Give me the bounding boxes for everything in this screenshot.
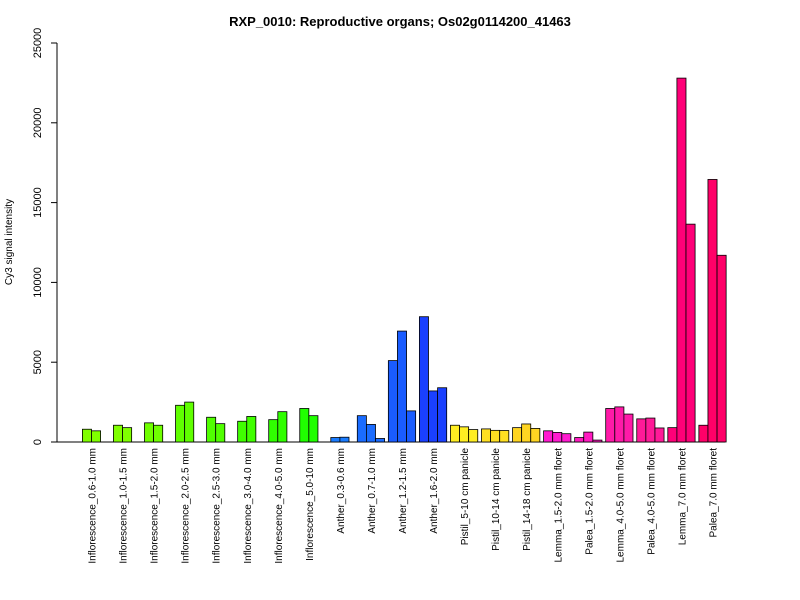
bar	[552, 432, 563, 443]
x-tick-label: Inflorescence_1.5-2.0 mm	[150, 448, 161, 564]
bar	[268, 419, 279, 443]
bar	[397, 330, 407, 443]
bar	[654, 427, 665, 443]
bar	[459, 426, 470, 443]
x-tick-label: Lemma_7.0 mm floret	[677, 448, 688, 545]
x-tick-label: Lemma_1.5-2.0 mm floret	[553, 448, 564, 563]
bar	[246, 416, 257, 443]
bar	[574, 437, 585, 443]
x-tick-label: Inflorescence_2.0-2.5 mm	[181, 448, 192, 564]
x-tick-label: Anther_0.7-1.0 mm	[367, 448, 378, 534]
bar	[645, 417, 656, 443]
x-tick-label: Inflorescence_3.0-4.0 mm	[243, 448, 254, 564]
bar	[543, 430, 554, 443]
bar	[406, 410, 417, 443]
bar	[308, 415, 319, 443]
bar	[636, 418, 647, 443]
bar	[237, 420, 248, 443]
y-tick-label: 15000	[32, 187, 44, 218]
bar	[277, 411, 288, 443]
bar	[583, 431, 594, 443]
bar	[481, 428, 492, 443]
x-tick-label: Pistil_5-10 cm panicle	[460, 448, 471, 546]
bar	[215, 423, 226, 443]
x-tick-label: Inflorescence_0.6-1.0 mm	[88, 448, 99, 564]
x-tick-label: Inflorescence_4.0-5.0 mm	[274, 448, 285, 564]
bar	[468, 429, 479, 443]
x-tick-label: Lemma_4.0-5.0 mm floret	[615, 448, 626, 563]
x-tick-label: Anther_1.6-2.0 mm	[429, 448, 440, 534]
bar	[330, 437, 341, 443]
bar	[175, 404, 186, 443]
bar	[153, 424, 164, 443]
x-tick-label: Palea_1.5-2.0 mm floret	[584, 448, 595, 555]
bar	[707, 179, 718, 443]
bar	[365, 424, 376, 443]
x-tick-label: Palea_4.0-5.0 mm floret	[646, 448, 657, 555]
bar	[499, 430, 510, 443]
bar	[512, 427, 523, 443]
bar	[356, 415, 367, 443]
bar	[521, 423, 532, 443]
bar	[387, 360, 398, 443]
bar	[339, 436, 350, 443]
bar	[698, 424, 709, 443]
bar	[91, 430, 102, 443]
bar	[614, 406, 625, 443]
y-tick-label: 20000	[32, 108, 44, 139]
x-tick-label: Palea_7.0 mm floret	[709, 448, 720, 538]
bar	[418, 316, 429, 443]
x-tick-label: Inflorescence_5.0-10 mm	[305, 448, 316, 561]
x-tick-label: Pistil_10-14 cm panicle	[491, 448, 502, 551]
y-axis-label: Cy3 signal intensity	[4, 199, 15, 285]
y-tick-label: 0	[32, 439, 44, 445]
y-tick-label: 25000	[32, 28, 44, 59]
bar	[450, 424, 460, 443]
bar	[437, 387, 448, 443]
y-tick-label: 10000	[32, 267, 44, 298]
bar	[561, 433, 572, 443]
bar	[592, 439, 603, 443]
bar	[685, 223, 696, 443]
y-ticks: 0 5000 10000 15000 20000 25000	[32, 28, 57, 445]
bar	[676, 77, 687, 443]
bar	[530, 428, 541, 443]
bar	[667, 427, 678, 443]
bar	[605, 408, 616, 443]
bar	[623, 413, 634, 443]
x-tick-label: Anther_1.2-1.5 mm	[398, 448, 409, 534]
bar	[490, 429, 501, 443]
bar	[375, 438, 386, 443]
category-labels: Inflorescence_0.6-1.0 mm Inflorescence_1.…	[88, 448, 720, 564]
chart-title: RXP_0010: Reproductive organs; Os02g0114…	[229, 14, 571, 29]
bar	[144, 422, 155, 443]
y-tick-label: 5000	[32, 350, 44, 374]
x-tick-label: Inflorescence_1.0-1.5 mm	[119, 448, 130, 564]
bar	[206, 416, 217, 443]
x-tick-label: Inflorescence_2.5-3.0 mm	[212, 448, 223, 564]
bar	[122, 427, 133, 443]
bar	[82, 428, 92, 443]
bar	[299, 408, 310, 443]
bar	[716, 254, 727, 443]
x-tick-label: Anther_0.3-0.6 mm	[336, 448, 347, 534]
x-tick-label: Pistil_14-18 cm panicle	[522, 448, 533, 551]
bar	[113, 424, 123, 443]
bars	[82, 77, 727, 443]
bar	[428, 390, 439, 443]
bar	[184, 401, 195, 443]
